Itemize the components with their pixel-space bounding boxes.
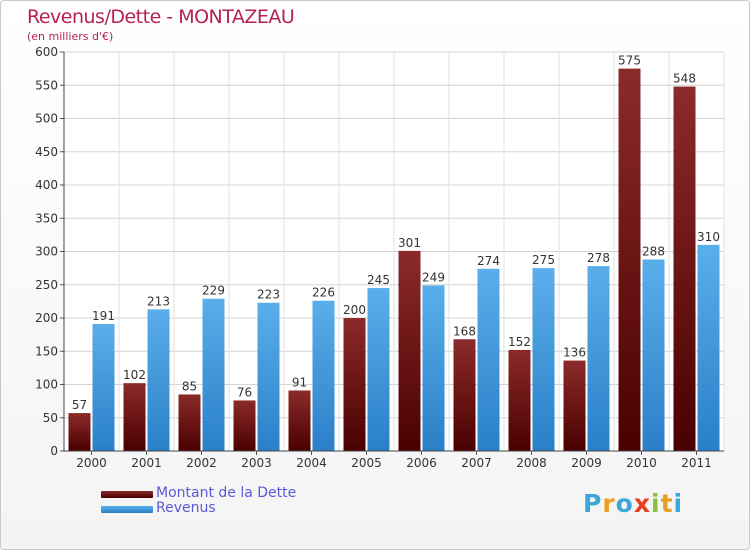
y-tick-label: 300 — [35, 245, 58, 259]
bar-revenus — [92, 323, 115, 451]
logo-letter: x — [633, 489, 651, 518]
bar-dette — [508, 349, 531, 451]
chart-subtitle: (en milliers d'€) — [27, 30, 114, 43]
value-label-revenus: 288 — [642, 244, 665, 258]
label-layer: 57 191 102 213 85 229 76 223 91 226 200 245 301 249 16… — [72, 54, 720, 412]
value-label-revenus: 223 — [257, 288, 280, 302]
logo-letter: r — [602, 489, 616, 518]
bar-dette — [288, 390, 311, 451]
bar-revenus — [202, 298, 225, 451]
x-tick-label: 2007 — [461, 456, 492, 470]
y-tick-label: 150 — [35, 344, 58, 358]
chart-title: Revenus/Dette - MONTAZEAU — [27, 6, 295, 28]
bar-revenus — [477, 268, 500, 451]
bar-dette — [618, 68, 641, 451]
bar-revenus — [147, 309, 170, 451]
bar-layer — [68, 68, 720, 451]
value-label-dette: 102 — [123, 368, 146, 382]
value-label-revenus: 245 — [367, 273, 390, 287]
value-label-revenus: 278 — [587, 251, 610, 265]
x-tick-label: 2009 — [571, 456, 602, 470]
value-label-dette: 136 — [563, 346, 586, 360]
value-label-revenus: 310 — [697, 230, 720, 244]
axis-layer: 0 50 100 150 200 250 300 350 400 450 500 550 600 2000… — [35, 45, 724, 470]
bar-dette — [398, 250, 421, 451]
y-tick-label: 350 — [35, 211, 58, 225]
bar-revenus — [312, 300, 335, 451]
legend-swatch-debt — [101, 491, 153, 498]
value-label-dette: 91 — [292, 375, 307, 389]
bar-dette — [233, 400, 256, 451]
bar-revenus — [532, 268, 555, 451]
bar-revenus — [587, 266, 610, 451]
y-tick-label: 0 — [50, 444, 58, 458]
bar-dette — [343, 318, 366, 451]
y-tick-label: 100 — [35, 378, 58, 392]
bar-revenus — [367, 288, 390, 451]
value-label-dette: 548 — [673, 72, 696, 86]
value-label-revenus: 229 — [202, 284, 225, 298]
value-label-revenus: 213 — [147, 294, 170, 308]
bar-dette — [453, 339, 476, 451]
x-tick-label: 2002 — [186, 456, 217, 470]
legend-label-revenus: Revenus — [156, 500, 216, 516]
value-label-revenus: 226 — [312, 286, 335, 300]
value-label-dette: 57 — [72, 398, 87, 412]
bar-dette — [123, 383, 146, 451]
x-tick-label: 2004 — [296, 456, 327, 470]
y-tick-label: 500 — [35, 112, 58, 126]
legend-swatch-revenus — [101, 506, 153, 513]
bar-revenus — [642, 259, 665, 451]
x-tick-label: 2006 — [406, 456, 437, 470]
bar-dette — [68, 413, 91, 451]
x-tick-label: 2005 — [351, 456, 382, 470]
grid-layer — [63, 51, 725, 452]
x-tick-label: 2011 — [681, 456, 712, 470]
logo-letter: t — [660, 489, 674, 518]
bar-dette — [563, 360, 586, 451]
y-tick-label: 450 — [35, 145, 58, 159]
legend-label-debt: Montant de la Dette — [156, 485, 297, 501]
logo-letter: i — [673, 489, 684, 518]
value-label-dette: 85 — [182, 379, 197, 393]
value-label-dette: 76 — [237, 385, 252, 399]
x-tick-label: 2010 — [626, 456, 657, 470]
value-label-revenus: 191 — [92, 309, 115, 323]
bar-dette — [673, 86, 696, 451]
value-label-revenus: 274 — [477, 254, 500, 268]
y-tick-label: 200 — [35, 311, 58, 325]
value-label-dette: 152 — [508, 335, 531, 349]
bar-dette — [178, 394, 201, 451]
bar-revenus — [257, 302, 280, 451]
y-tick-label: 400 — [35, 178, 58, 192]
value-label-dette: 200 — [343, 303, 366, 317]
x-tick-label: 2001 — [131, 456, 162, 470]
logo-letter: o — [615, 489, 634, 518]
bar-revenus — [697, 244, 720, 451]
logo-letter: i — [651, 489, 661, 518]
value-label-revenus: 249 — [422, 270, 445, 284]
x-tick-label: 2008 — [516, 456, 547, 470]
x-tick-label: 2003 — [241, 456, 272, 470]
value-label-dette: 575 — [618, 54, 641, 68]
bar-revenus — [422, 285, 445, 451]
y-tick-label: 550 — [35, 78, 58, 92]
y-tick-label: 50 — [43, 411, 58, 425]
y-tick-label: 600 — [35, 45, 58, 59]
value-label-dette: 301 — [398, 236, 421, 250]
y-tick-label: 250 — [35, 278, 58, 292]
value-label-dette: 168 — [453, 324, 476, 338]
value-label-revenus: 275 — [532, 253, 555, 267]
logo-letter: P — [583, 489, 603, 518]
x-tick-label: 2000 — [76, 456, 107, 470]
proxiti-logo: Proxiti — [583, 489, 683, 518]
